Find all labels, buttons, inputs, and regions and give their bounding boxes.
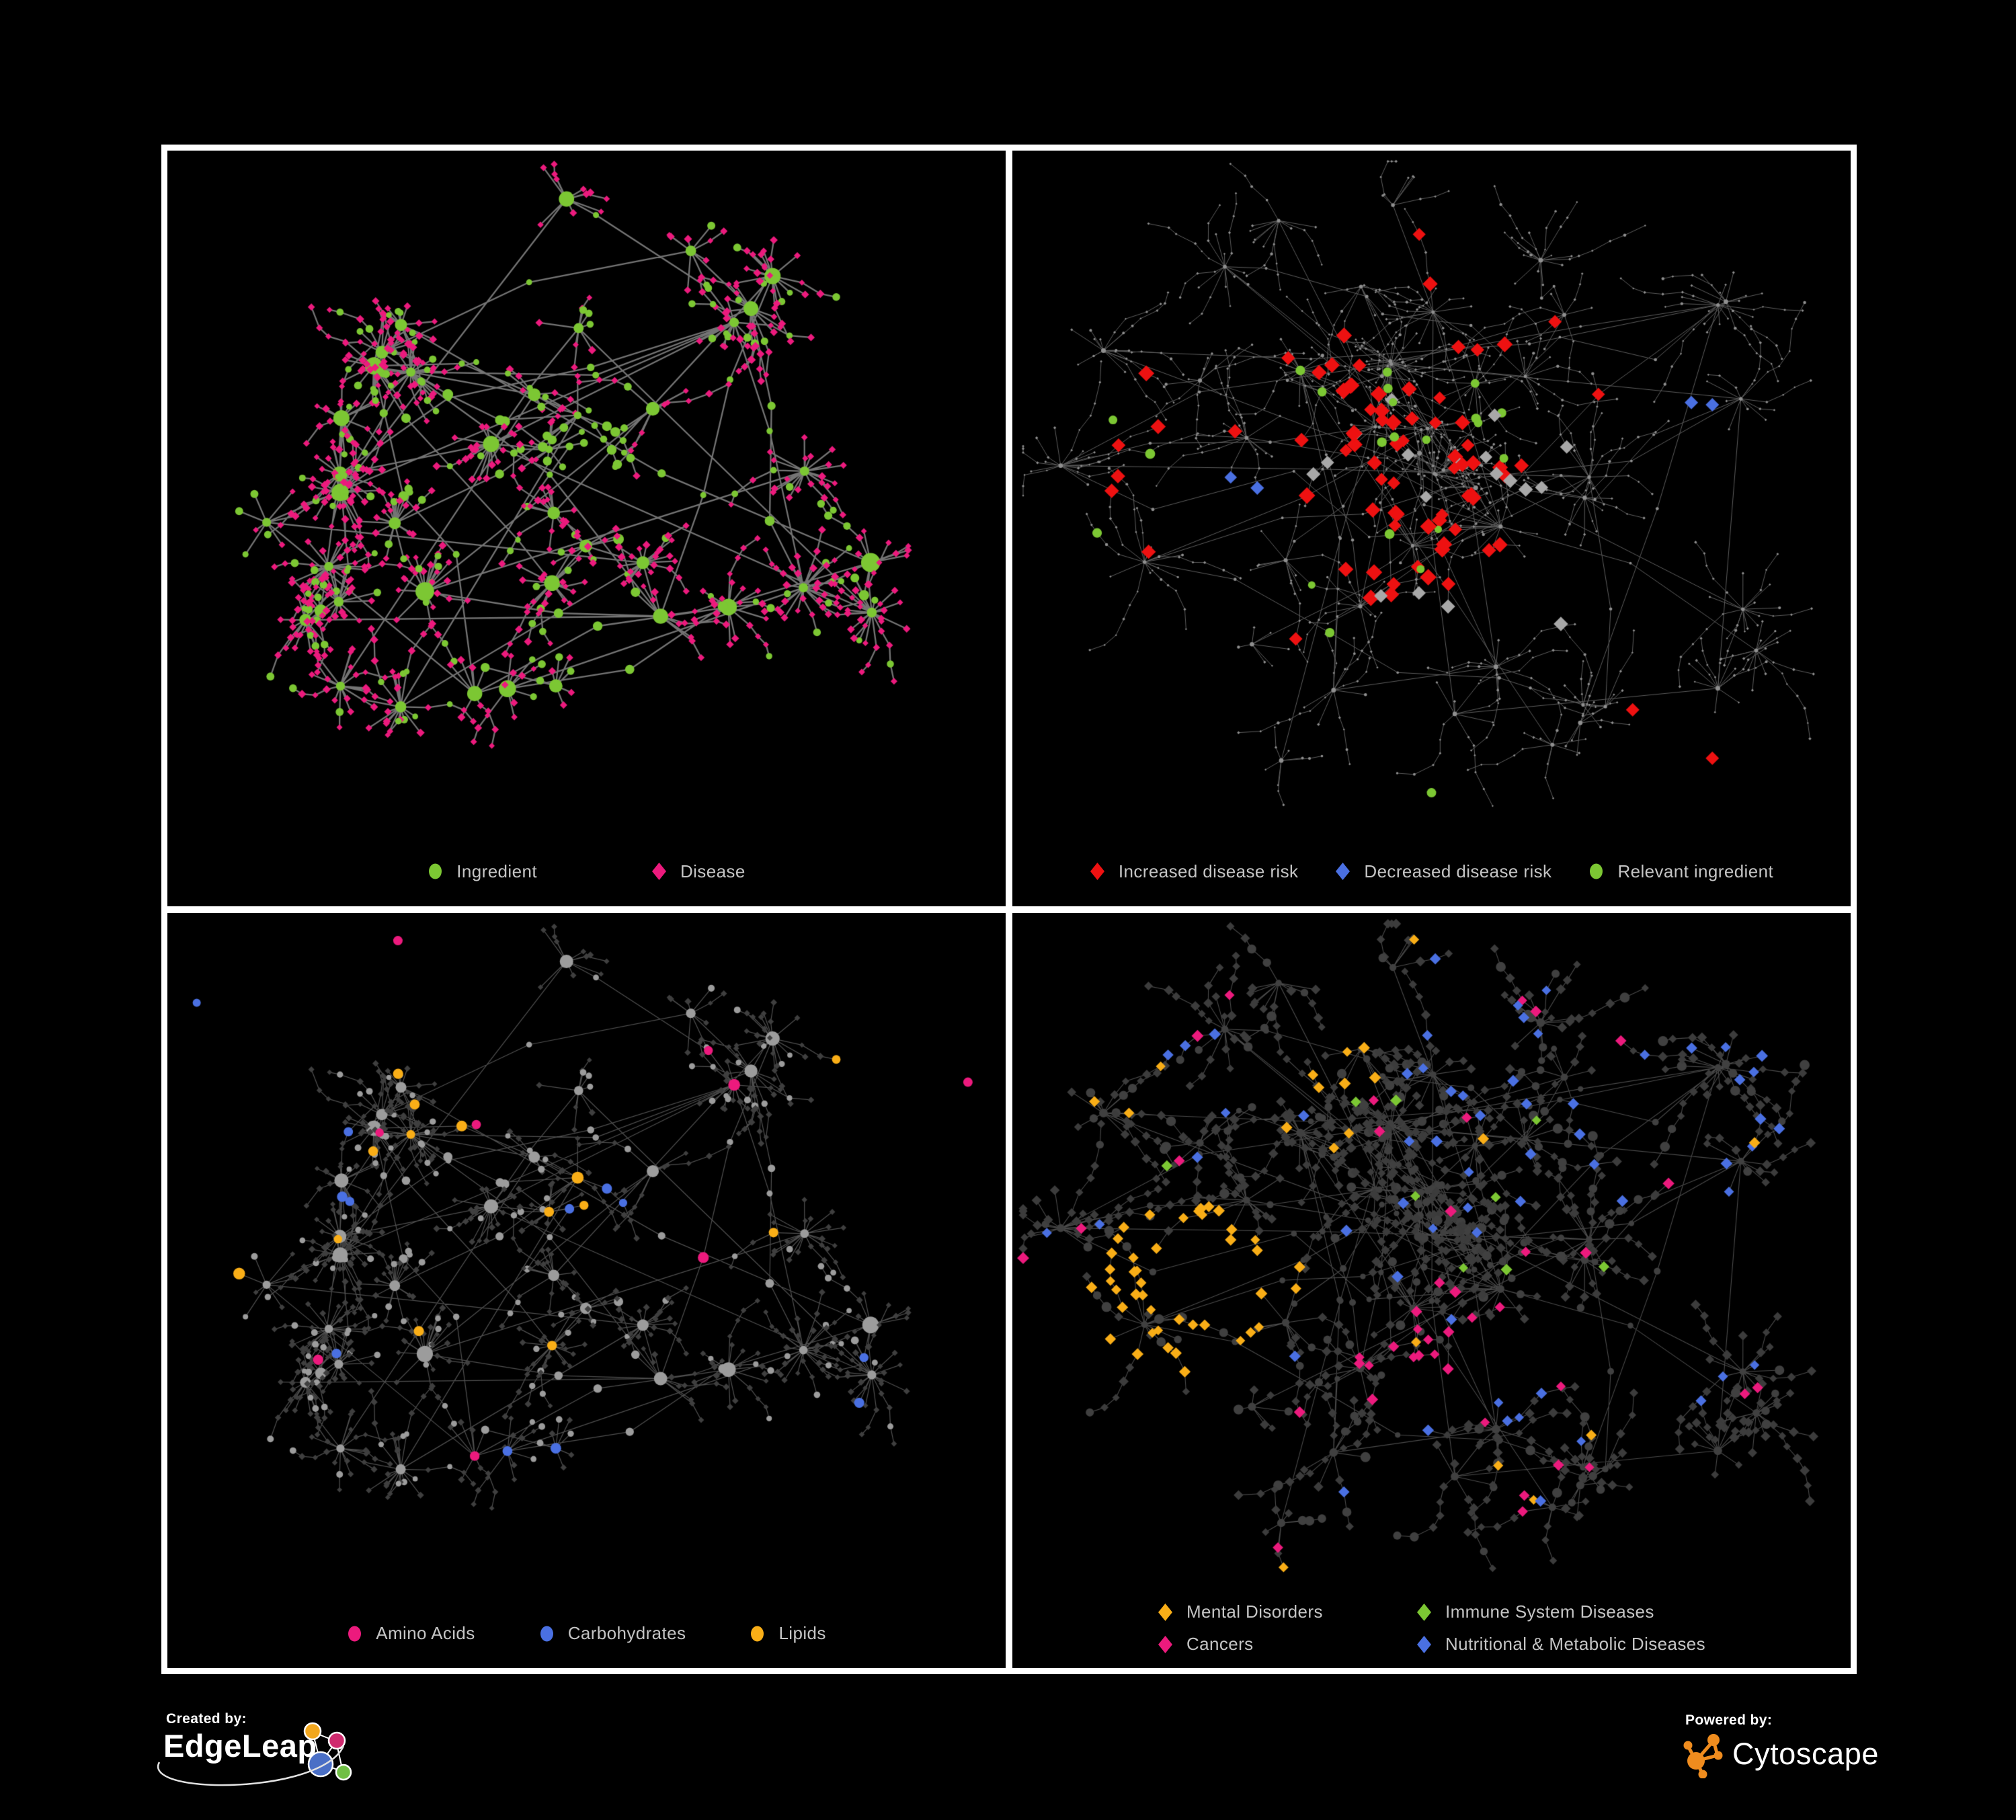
legend-disease-risk: Increased disease risk Decreased disease … [1012, 861, 1851, 882]
legend-label: Relevant ingredient [1617, 861, 1774, 881]
legend-disease-categories: Mental Disorders Immune System Diseases Ca… [1158, 1601, 1705, 1655]
powered-by-label: Powered by: [1685, 1712, 1773, 1728]
panel-disease-risk: Increased disease risk Decreased disease … [1012, 151, 1851, 906]
cytoscape-brand-row: Cytoscape [1683, 1730, 1879, 1778]
legend-item-carbohydrates: Carbohydrates [539, 1623, 686, 1644]
legend-marker-circle-icon [429, 863, 442, 879]
legend-marker-diamond-icon [1416, 1635, 1431, 1653]
legend-marker-diamond-icon [1416, 1603, 1431, 1621]
legend-marker-diamond-icon [651, 863, 666, 880]
edgeleap-logo-icon [303, 1722, 352, 1781]
cytoscape-logo-icon [1683, 1734, 1723, 1778]
network-canvas-disease-risk [1012, 151, 1851, 841]
legend-item-mental-disorders: Mental Disorders [1158, 1601, 1416, 1622]
network-canvas-disease-categories [1012, 912, 1851, 1604]
legend-item-disease: Disease [651, 861, 745, 882]
legend-marker-circle-icon [348, 1626, 362, 1641]
legend-label: Carbohydrates [567, 1623, 686, 1643]
panel-grid: Ingredient Disease Increased disease risk… [161, 145, 1857, 1674]
cytoscape-logo-text: Cytoscape [1732, 1737, 1880, 1771]
legend-label: Disease [680, 861, 745, 881]
network-canvas-macronutrient-classes [167, 912, 1006, 1604]
edgeleap-logo-text: EdgeLeap [163, 1728, 317, 1764]
legend-ingredient-disease: Ingredient Disease [167, 861, 1006, 882]
legend-marker-diamond-icon [1158, 1603, 1172, 1621]
legend-label: Immune System Diseases [1445, 1601, 1654, 1622]
edgeleap-credit: Created by: EdgeLeap [157, 1711, 352, 1786]
legend-item-cancers: Cancers [1158, 1634, 1416, 1655]
legend-item-nutritional-metabolic-diseases: Nutritional & Metabolic Diseases [1416, 1634, 1705, 1655]
legend-label: Cancers [1186, 1634, 1254, 1654]
legend-marker-circle-icon [1590, 863, 1603, 879]
panel-ingredient-disease: Ingredient Disease [167, 151, 1006, 906]
legend-label: Nutritional & Metabolic Diseases [1445, 1634, 1706, 1654]
legend-item-immune-system-diseases: Immune System Diseases [1416, 1601, 1705, 1622]
panel-disease-categories: Mental Disorders Immune System Diseases Ca… [1012, 912, 1851, 1668]
legend-macronutrient-classes: Amino Acids Carbohydrates Lipids [167, 1623, 1006, 1644]
created-by-label: Created by: [166, 1711, 247, 1727]
legend-label: Increased disease risk [1118, 861, 1299, 881]
legend-label: Ingredient [456, 861, 537, 881]
panel-macronutrient-classes: Amino Acids Carbohydrates Lipids [167, 912, 1006, 1668]
legend-item-ingredient: Ingredient [428, 861, 537, 882]
network-canvas-ingredient-disease [167, 151, 1006, 841]
legend-item-lipids: Lipids [750, 1623, 825, 1644]
legend-item-decreased-disease-risk: Decreased disease risk [1335, 861, 1551, 882]
legend-item-amino-acids: Amino Acids [347, 1623, 475, 1644]
legend-marker-diamond-icon [1090, 863, 1104, 880]
cytoscape-credit: Powered by: Cytoscape [1683, 1712, 1879, 1778]
legend-label: Lipids [778, 1623, 826, 1643]
legend-item-increased-disease-risk: Increased disease risk [1090, 861, 1298, 882]
legend-label: Amino Acids [376, 1623, 475, 1643]
edgeleap-brand-row: EdgeLeap [157, 1722, 352, 1786]
legend-item-relevant-ingredient: Relevant ingredient [1588, 861, 1773, 882]
legend-label: Decreased disease risk [1364, 861, 1552, 881]
legend-marker-diamond-icon [1158, 1635, 1172, 1653]
legend-label: Mental Disorders [1186, 1601, 1323, 1622]
legend-marker-circle-icon [751, 1626, 764, 1641]
legend-marker-diamond-icon [1336, 863, 1350, 880]
legend-marker-circle-icon [540, 1626, 553, 1641]
